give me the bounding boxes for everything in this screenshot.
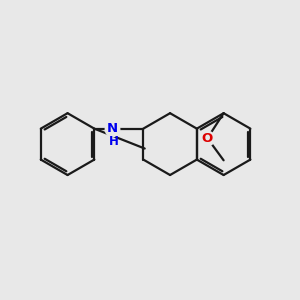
Text: O: O bbox=[202, 132, 213, 145]
Text: H: H bbox=[109, 134, 119, 148]
Text: N: N bbox=[107, 122, 118, 135]
